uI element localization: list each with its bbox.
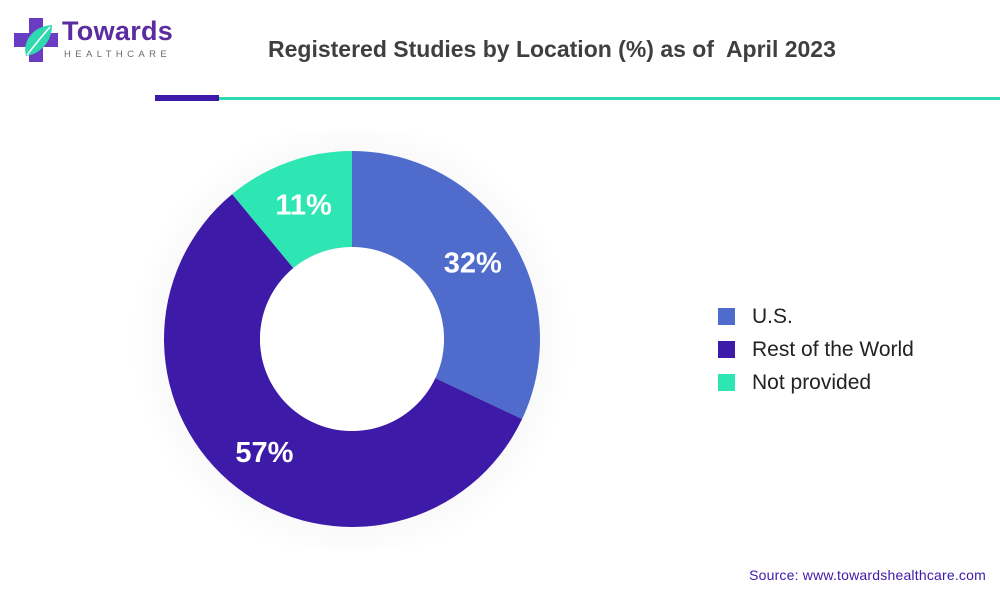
data-label-not-provided: 11% [275, 189, 332, 221]
legend-item-u-s: U.S. [718, 300, 914, 333]
chart-title: Registered Studies by Location (%) as of… [268, 36, 836, 62]
legend-label: U.S. [752, 304, 793, 328]
legend-swatch [718, 374, 735, 391]
slice-u-s [352, 151, 540, 420]
title-underline [219, 97, 1000, 100]
title-underline-accent [155, 95, 219, 101]
slice-rest-of-the-world [163, 194, 523, 528]
slice-not-provided [232, 151, 352, 269]
legend-swatch [718, 308, 735, 325]
source-note: Source: www.towardshealthcare.com [749, 567, 986, 583]
data-label-rest-of-the-world: 57% [235, 437, 293, 469]
chart-legend: U.S. Rest of the World Not provided [718, 300, 914, 399]
donut-chart: 32% 57% 11% [130, 130, 574, 550]
data-label-u-s: 32% [444, 247, 502, 279]
donut-hole [260, 247, 444, 431]
legend-swatch [718, 341, 735, 358]
legend-label: Not provided [752, 370, 872, 394]
legend-item-rest-of-the-world: Rest of the World [718, 333, 914, 366]
brand-logo: Towards HEALTHCARE [12, 14, 192, 66]
brand-name: Towards [62, 16, 174, 46]
brand-tagline: HEALTHCARE [64, 49, 172, 60]
medical-cross-leaf-icon [14, 18, 58, 62]
legend-label: Rest of the World [752, 337, 914, 361]
legend-item-not-provided: Not provided [718, 366, 914, 399]
